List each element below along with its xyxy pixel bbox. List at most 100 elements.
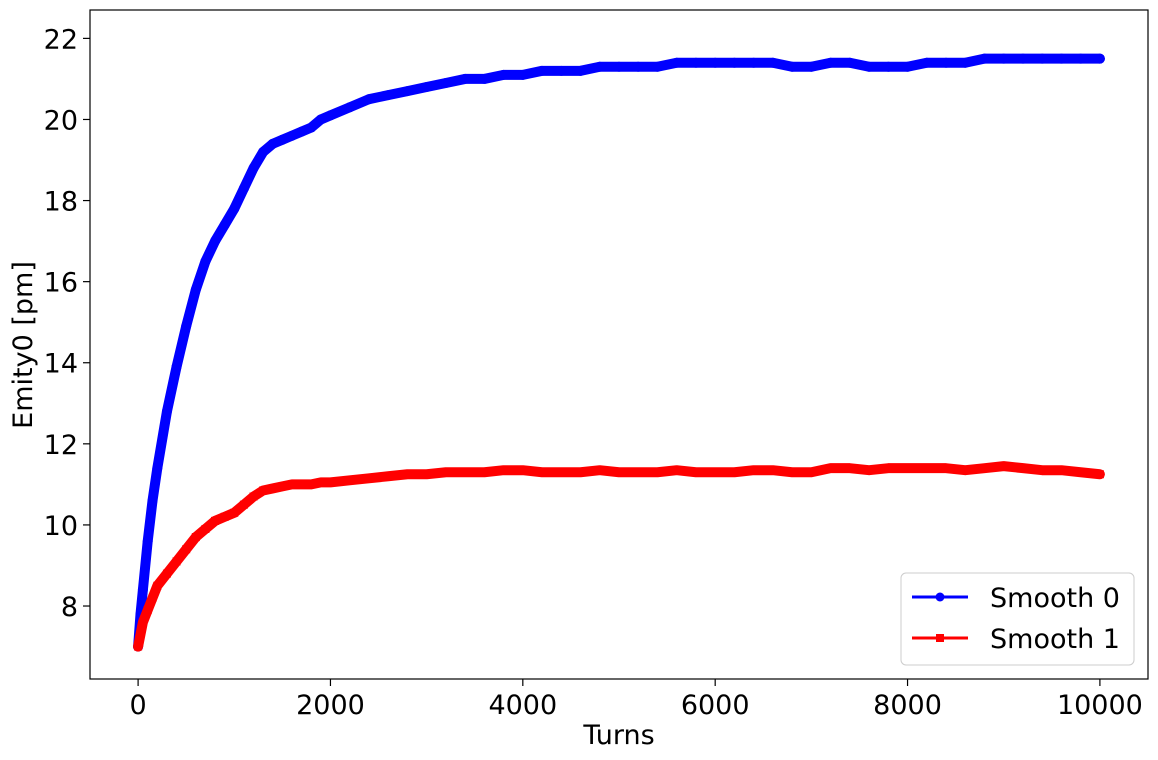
data-point [201,524,210,533]
data-point [690,57,701,68]
data-point [865,466,874,475]
legend-label: Smooth 0 [990,583,1120,614]
data-point [191,533,200,542]
data-point [287,480,296,489]
data-point [768,466,777,475]
data-point [576,468,585,477]
data-point [998,53,1009,64]
data-point [595,466,604,475]
data-point [220,512,229,521]
data-point [171,361,182,372]
data-point [403,470,412,479]
data-point [538,468,547,477]
y-tick-label: 12 [44,430,78,461]
data-point [1094,53,1105,64]
data-point [421,82,432,93]
data-point [806,61,817,72]
data-point [556,65,567,76]
data-point [296,126,307,137]
data-point [557,468,566,477]
data-point [229,203,240,214]
data-point [315,114,326,125]
data-point [384,472,393,481]
y-tick-label: 8 [61,592,78,623]
x-tick-label: 10000 [1057,690,1143,721]
data-point [999,462,1008,471]
data-point [903,464,912,473]
data-point [1017,53,1028,64]
data-point [297,480,306,489]
data-point [306,122,317,133]
data-point [137,584,148,595]
data-point [1075,53,1086,64]
x-tick-label: 0 [129,690,146,721]
y-tick-label: 18 [44,187,78,218]
x-tick-label: 8000 [873,690,942,721]
data-point [729,57,740,68]
data-point [633,61,644,72]
data-point [383,90,394,101]
data-point [807,468,816,477]
y-tick-label: 22 [44,24,78,55]
data-point [161,406,172,417]
data-point [1056,53,1067,64]
data-point [883,61,894,72]
data-point [767,57,778,68]
data-point [480,468,489,477]
data-point [267,138,278,149]
plot-background [90,10,1148,679]
y-axis-ticks: 8 10 12 14 16 18 20 22 [44,24,90,623]
y-tick-label: 14 [44,349,78,380]
data-point [671,57,682,68]
data-point [316,478,325,487]
legend-marker [935,592,945,602]
y-tick-label: 20 [44,105,78,136]
y-tick-label: 10 [44,511,78,542]
data-point [922,464,931,473]
data-point [138,618,147,627]
data-point [307,480,316,489]
data-point [190,284,201,295]
data-point [345,476,354,485]
data-point [902,61,913,72]
x-axis-label: Turns [582,720,654,751]
data-point [921,57,932,68]
data-point [749,466,758,475]
data-point [787,61,798,72]
data-point [845,464,854,473]
legend-item: Smooth 0 [912,583,1120,614]
data-point [884,464,893,473]
data-point [441,468,450,477]
series-0 [133,53,1105,652]
data-point [460,73,471,84]
data-point [960,57,971,68]
data-point [864,61,875,72]
data-point [152,463,163,474]
data-point [248,163,259,174]
x-tick-label: 6000 [681,690,750,721]
data-point [402,86,413,97]
data-point [249,492,258,501]
data-point [498,69,509,80]
data-point [672,466,681,475]
data-point [730,468,739,477]
data-point [286,130,297,141]
data-point [941,57,952,68]
data-point [614,61,624,72]
data-point [961,466,970,475]
data-point [200,256,211,267]
data-point [210,236,221,247]
data-point [278,482,287,491]
data-point [238,183,249,194]
data-point [825,57,836,68]
data-point [594,61,605,72]
plot-frame [89,9,1149,680]
data-point [182,545,191,554]
data-point [422,470,431,479]
data-point [239,500,248,509]
data-point [517,69,528,80]
data-point [258,146,269,157]
data-point [615,468,623,477]
data-point [980,464,989,473]
